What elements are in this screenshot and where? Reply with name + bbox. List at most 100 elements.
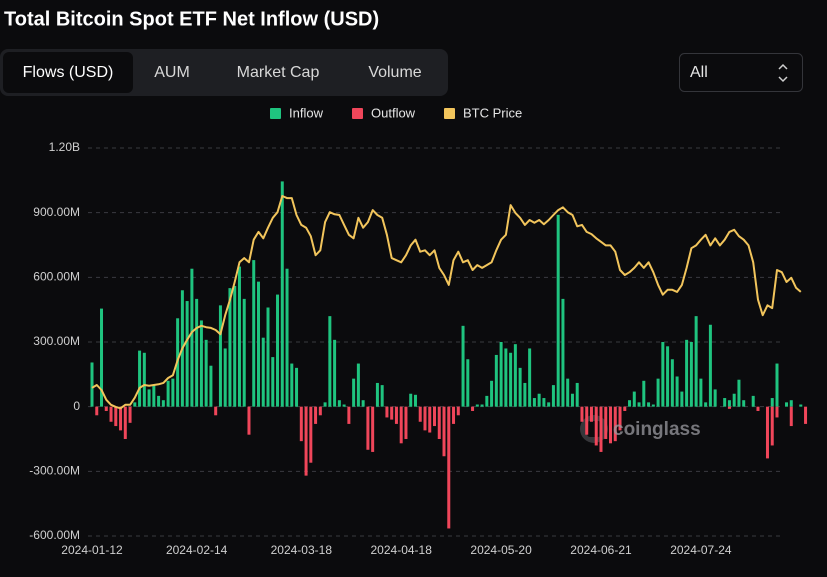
- bar: [570, 393, 574, 407]
- bar: [342, 404, 346, 407]
- bar: [789, 400, 793, 407]
- bar: [551, 385, 555, 407]
- tab[interactable]: Flows (USD): [23, 64, 114, 81]
- bar: [428, 406, 432, 433]
- bar: [580, 406, 584, 422]
- legend-label[interactable]: Outflow: [371, 105, 416, 120]
- bar: [285, 268, 289, 407]
- y-tick-label: 600.00M: [33, 270, 80, 284]
- y-tick-label: -300.00M: [29, 464, 80, 478]
- bar: [480, 404, 484, 407]
- bar: [751, 395, 755, 407]
- bar: [523, 382, 527, 407]
- bar: [727, 400, 731, 407]
- bar: [647, 402, 651, 407]
- bar: [375, 382, 379, 407]
- bar: [708, 324, 712, 407]
- bar: [599, 406, 603, 452]
- legend-label[interactable]: BTC Price: [463, 105, 522, 120]
- bar: [737, 379, 741, 407]
- x-tick-label: 2024-02-14: [166, 543, 228, 557]
- watermark-text: coinglass: [613, 419, 701, 440]
- bar: [256, 281, 260, 407]
- bar: [309, 406, 313, 463]
- bar: [699, 378, 703, 407]
- bar: [304, 406, 308, 476]
- bar: [594, 406, 598, 446]
- bar: [247, 406, 251, 435]
- bar: [670, 359, 674, 407]
- bar: [609, 406, 613, 444]
- bar: [556, 214, 560, 407]
- legend-label[interactable]: Inflow: [289, 105, 324, 120]
- bar: [390, 406, 394, 420]
- bar: [433, 406, 436, 427]
- bar: [509, 352, 513, 407]
- bar: [323, 402, 327, 407]
- watermark-logo-inner: [587, 421, 601, 437]
- bar: [399, 406, 403, 444]
- tab-active-bg: [3, 52, 133, 93]
- bar: [471, 406, 475, 411]
- bar: [133, 402, 137, 407]
- bar: [190, 268, 194, 407]
- bar: [95, 406, 99, 416]
- bar: [485, 395, 489, 407]
- legend-swatch[interactable]: [270, 108, 281, 119]
- x-tick-label: 2024-01-12: [61, 543, 123, 557]
- bar: [575, 382, 579, 407]
- dropdown[interactable]: [679, 53, 803, 92]
- bar: [214, 406, 218, 416]
- bar: [218, 305, 222, 407]
- dropdown-value[interactable]: All: [690, 64, 708, 81]
- bar: [461, 325, 465, 407]
- bar: [775, 406, 779, 418]
- bar: [499, 342, 503, 407]
- bar: [361, 400, 365, 407]
- bar: [104, 406, 108, 411]
- bar: [166, 380, 170, 407]
- bar: [318, 406, 322, 416]
- bar: [532, 398, 536, 407]
- bar: [261, 337, 265, 407]
- bar: [366, 406, 370, 450]
- bar: [409, 393, 413, 407]
- x-tick-label: 2024-05-20: [470, 543, 532, 557]
- bar: [504, 348, 508, 407]
- tab[interactable]: Volume: [368, 64, 421, 81]
- tab[interactable]: Market Cap: [237, 64, 320, 81]
- bar: [618, 406, 622, 431]
- bar: [290, 363, 294, 407]
- bar: [742, 400, 746, 407]
- bar: [199, 320, 203, 407]
- bar: [352, 378, 356, 407]
- bar: [637, 402, 641, 407]
- bar: [561, 298, 565, 407]
- bar: [295, 367, 299, 407]
- bar: [242, 298, 246, 407]
- bar: [147, 389, 151, 407]
- bar: [195, 298, 199, 407]
- bar: [642, 380, 646, 407]
- bar: [90, 362, 94, 407]
- tab[interactable]: AUM: [154, 64, 190, 81]
- watermark: [580, 415, 608, 443]
- bar: [613, 406, 617, 442]
- bar: [713, 389, 717, 407]
- bar: [138, 350, 142, 407]
- bar: [413, 394, 417, 407]
- bar: [114, 406, 118, 427]
- bar: [775, 363, 779, 407]
- legend-swatch[interactable]: [444, 108, 455, 119]
- bar: [656, 378, 660, 407]
- bar: [770, 406, 774, 446]
- bar: [799, 404, 803, 407]
- x-tick-label: 2024-03-18: [271, 543, 333, 557]
- bar: [666, 346, 670, 407]
- bar: [333, 339, 337, 407]
- legend-swatch[interactable]: [352, 108, 363, 119]
- bar: [547, 402, 551, 407]
- bar: [494, 354, 498, 407]
- bar: [566, 378, 570, 407]
- y-tick-label: 1.20B: [49, 140, 80, 154]
